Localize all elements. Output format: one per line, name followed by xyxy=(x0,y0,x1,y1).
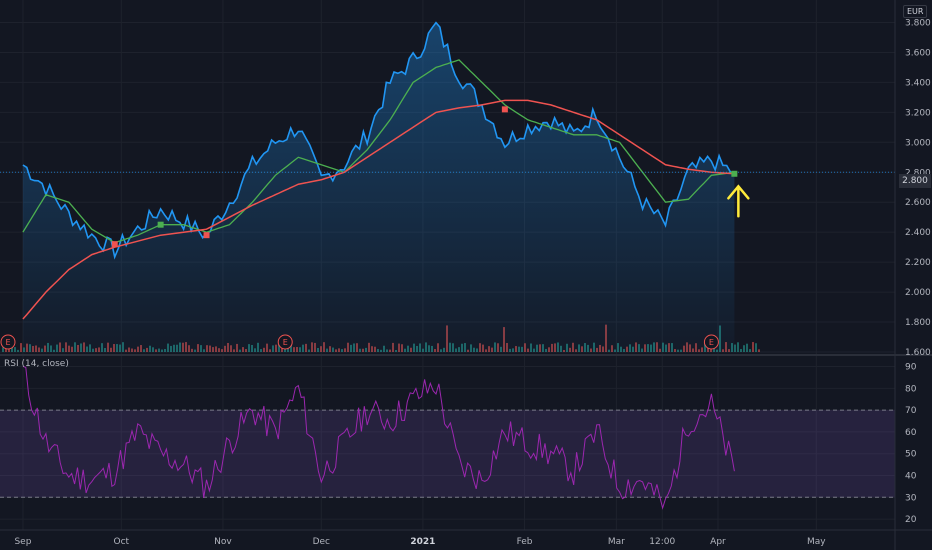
price-line[interactable] xyxy=(22,21,735,260)
earnings-badge-label: E xyxy=(283,338,288,347)
volume-bar xyxy=(755,343,757,352)
price-tick-label: 2.400 xyxy=(905,228,931,238)
currency-label[interactable]: EUR xyxy=(903,5,928,18)
volume-bar xyxy=(5,346,7,352)
volume-bar xyxy=(2,347,4,352)
volume-bar xyxy=(14,347,16,352)
annotation-arrow xyxy=(727,184,750,218)
price-series-lines xyxy=(0,21,895,320)
rsi-series-line xyxy=(22,365,735,510)
volume-bar xyxy=(752,342,754,352)
time-tick-label: Apr xyxy=(710,537,726,547)
annotation-arrow-path xyxy=(727,184,750,218)
crossover-marker xyxy=(731,170,738,177)
rsi-line[interactable] xyxy=(22,365,735,510)
time-tick-label: Feb xyxy=(517,537,533,547)
volume-bar xyxy=(737,342,739,352)
price-tick-label: 2.600 xyxy=(905,198,931,208)
time-tick-label: 12:00 xyxy=(649,537,675,547)
price-tick-label: 1.800 xyxy=(905,318,931,328)
volume-bar xyxy=(743,345,745,352)
crossover-marker xyxy=(157,221,164,228)
earnings-badge-label: E xyxy=(5,338,10,347)
time-tick-label: Nov xyxy=(214,537,232,547)
earnings-badge[interactable]: E xyxy=(277,334,293,350)
volume-bar xyxy=(749,349,751,352)
price-tick-label: 3.600 xyxy=(905,48,931,58)
crossover-marker xyxy=(203,232,210,239)
rsi-tick-label: 50 xyxy=(905,450,917,460)
rsi-band xyxy=(0,409,895,498)
rsi-tick-label: 60 xyxy=(905,428,917,438)
crossover-marker xyxy=(111,241,118,248)
rsi-title[interactable]: RSI (14, close) xyxy=(4,359,69,369)
rsi-tick-label: 80 xyxy=(905,384,917,394)
earnings-badge[interactable]: E xyxy=(0,334,16,350)
ma-fast-line[interactable] xyxy=(22,59,735,244)
time-tick-label: Mar xyxy=(608,537,625,547)
rsi-band-fill xyxy=(0,410,895,498)
time-tick-label: Oct xyxy=(114,537,130,547)
crossover-marker xyxy=(501,106,508,113)
volume-bar xyxy=(746,343,748,352)
price-tick-label: 2.200 xyxy=(905,258,931,268)
price-tick-label: 3.400 xyxy=(905,78,931,88)
price-tick-label: 2.000 xyxy=(905,288,931,298)
time-tick-label: 2021 xyxy=(410,537,435,547)
earnings-badge-label: E xyxy=(709,338,714,347)
price-area-fill xyxy=(22,22,735,352)
time-tick-label: Dec xyxy=(313,537,330,547)
rsi-tick-label: 40 xyxy=(905,472,917,482)
price-area xyxy=(22,22,735,352)
price-tick-label: 3.000 xyxy=(905,138,931,148)
price-tick-label: 2.800 xyxy=(905,168,931,178)
rsi-tick-label: 20 xyxy=(905,515,917,525)
rsi-tick-label: 30 xyxy=(905,493,917,503)
time-tick-label: May xyxy=(807,537,826,547)
volume-bar xyxy=(734,344,736,352)
price-tick-label: 3.200 xyxy=(905,108,931,118)
price-tick-label: 3.800 xyxy=(905,18,931,28)
volume-bar xyxy=(740,348,742,352)
volume-bar xyxy=(20,343,22,352)
price-tick-label: 1.600 xyxy=(905,348,931,358)
last-price-badge: 2.800 xyxy=(899,174,931,188)
rsi-tick-label: 90 xyxy=(905,363,917,373)
ma-slow-line[interactable] xyxy=(22,99,735,320)
time-tick-label: Sep xyxy=(14,537,31,547)
earnings-badges[interactable]: E EE xyxy=(0,334,719,350)
volume-bar xyxy=(11,346,13,352)
rsi-tick-label: 70 xyxy=(905,406,917,416)
earnings-badge[interactable]: E xyxy=(703,334,719,350)
volume-bar xyxy=(758,349,760,352)
crossover-markers xyxy=(111,106,738,248)
volume-bar xyxy=(17,349,19,352)
